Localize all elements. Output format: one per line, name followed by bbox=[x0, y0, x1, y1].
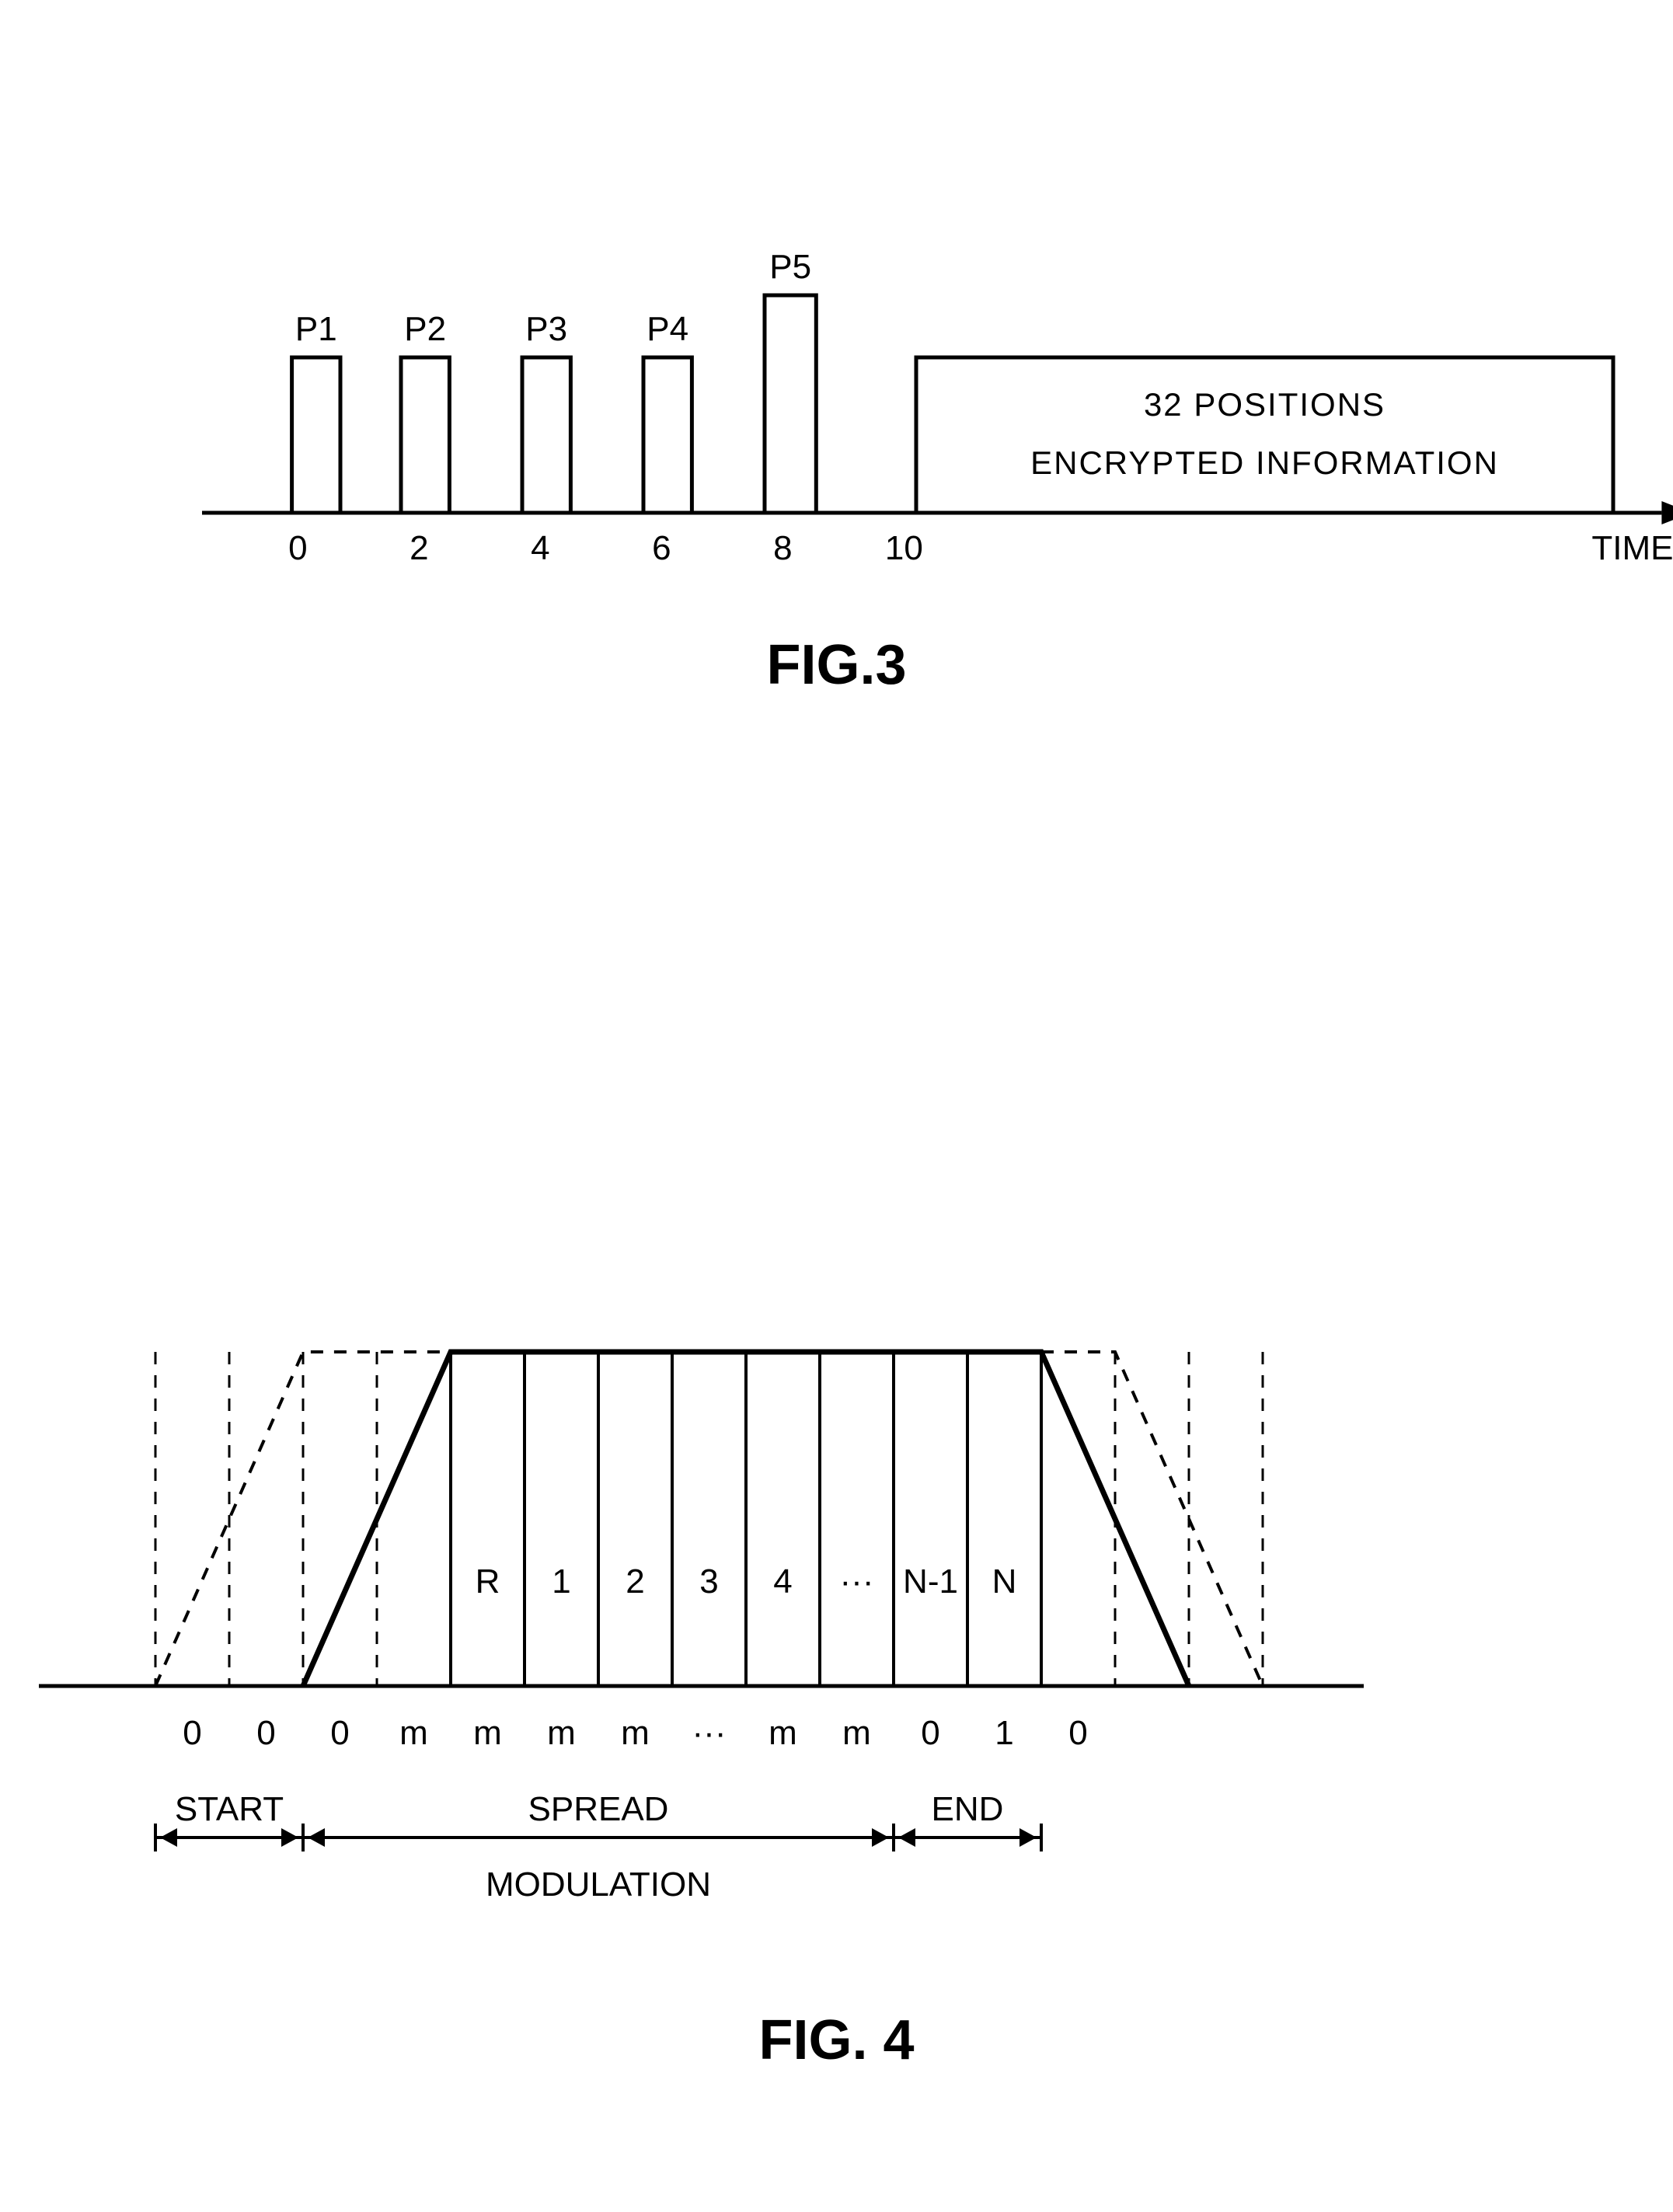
fig3-pulse-1 bbox=[292, 357, 340, 513]
fig4-below-label-11: 1 bbox=[995, 1714, 1013, 1752]
fig3-pulse-3 bbox=[522, 357, 570, 513]
fig4-below-label-4: m bbox=[473, 1714, 502, 1752]
fig3-pulse-2 bbox=[401, 357, 449, 513]
fig3-pulse-5 bbox=[765, 295, 816, 513]
fig4-below-label-8: m bbox=[769, 1714, 797, 1752]
fig3-tick-4: 4 bbox=[531, 529, 549, 567]
fig3-info-line1: 32 POSITIONS bbox=[1144, 386, 1385, 423]
fig4-span-arrow-l-0 bbox=[160, 1828, 177, 1847]
fig3-pulse-label-5: P5 bbox=[769, 248, 811, 286]
fig3-pulse-label-4: P4 bbox=[647, 310, 688, 348]
fig4-span-label-0: START bbox=[175, 1790, 284, 1828]
fig4-caption: FIG. 4 bbox=[758, 2009, 914, 2071]
fig4-below-label-7: ··· bbox=[692, 1714, 727, 1752]
fig3-tick-0: 0 bbox=[288, 529, 307, 567]
fig3-info-line2: ENCRYPTED INFORMATION bbox=[1030, 444, 1499, 481]
fig4-span-sublabel-1: MODULATION bbox=[486, 1865, 711, 1904]
fig4-span-arrow-r-2 bbox=[1019, 1828, 1037, 1847]
fig3-axis-label: TIME bbox=[1591, 529, 1673, 567]
fig4-span-label-2: END bbox=[932, 1790, 1004, 1828]
fig4-span-arrow-r-0 bbox=[281, 1828, 298, 1847]
fig3-caption: FIG.3 bbox=[766, 634, 906, 696]
fig4-inner-label-2: 2 bbox=[626, 1562, 644, 1601]
fig3-pulse-label-3: P3 bbox=[525, 310, 567, 348]
fig4-inner-label-1: 1 bbox=[552, 1562, 570, 1601]
fig4-below-label-10: 0 bbox=[921, 1714, 939, 1752]
fig3-pulse-label-2: P2 bbox=[404, 310, 446, 348]
fig4-below-label-9: m bbox=[842, 1714, 871, 1752]
fig3-pulse-4 bbox=[643, 357, 692, 513]
fig4-envelope-dashed-right bbox=[1041, 1352, 1263, 1686]
fig3-info-block bbox=[916, 357, 1613, 513]
fig4-inner-label-3: 3 bbox=[699, 1562, 718, 1601]
fig4-inner-label-4: 4 bbox=[773, 1562, 792, 1601]
fig3-pulse-label-1: P1 bbox=[295, 310, 337, 348]
fig4-inner-label-7: N bbox=[992, 1562, 1017, 1601]
fig4-below-label-0: 0 bbox=[183, 1714, 201, 1752]
fig4-below-label-2: 0 bbox=[330, 1714, 349, 1752]
fig3-tick-10: 10 bbox=[885, 529, 923, 567]
diagram-canvas: TIMEµsP1P2P3P4P532 POSITIONSENCRYPTED IN… bbox=[0, 0, 1673, 2208]
fig4-inner-label-0: R bbox=[476, 1562, 500, 1601]
fig4-inner-label-6: N-1 bbox=[903, 1562, 958, 1601]
fig3-tick-2: 2 bbox=[410, 529, 428, 567]
fig4-below-label-1: 0 bbox=[256, 1714, 275, 1752]
fig4-span-arrow-l-2 bbox=[898, 1828, 915, 1847]
fig4-below-label-12: 0 bbox=[1068, 1714, 1087, 1752]
fig4-span-label-1: SPREAD bbox=[528, 1790, 669, 1828]
fig4-span-arrow-l-1 bbox=[308, 1828, 325, 1847]
fig4-below-label-5: m bbox=[547, 1714, 576, 1752]
fig4-below-label-3: m bbox=[399, 1714, 428, 1752]
page: TIMEµsP1P2P3P4P532 POSITIONSENCRYPTED IN… bbox=[0, 0, 1673, 2208]
fig3-tick-8: 8 bbox=[773, 529, 792, 567]
fig3-axis-arrow bbox=[1661, 501, 1673, 524]
fig4-below-label-6: m bbox=[621, 1714, 650, 1752]
fig3-tick-6: 6 bbox=[652, 529, 671, 567]
fig4-span-arrow-r-1 bbox=[872, 1828, 889, 1847]
fig4-inner-label-5: ··· bbox=[840, 1562, 874, 1601]
